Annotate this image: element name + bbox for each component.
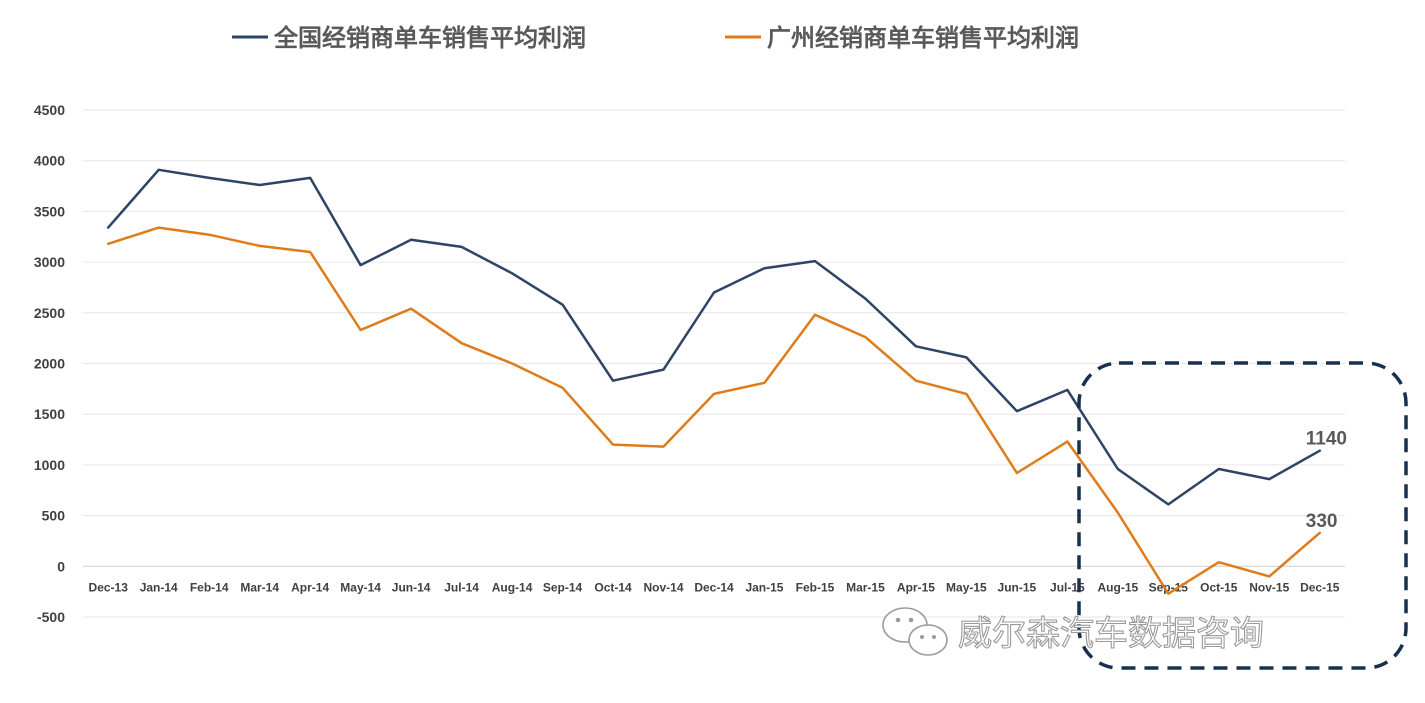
y-tick-label: 1500 bbox=[34, 406, 65, 422]
series-line-national bbox=[106, 168, 1322, 506]
y-tick-label: 2500 bbox=[34, 305, 65, 321]
y-tick-label: 1000 bbox=[34, 457, 65, 473]
x-tick-label: Sep-14 bbox=[543, 580, 583, 594]
y-tick-label: 2000 bbox=[34, 356, 65, 372]
legend-label-national: 全国经销商单车销售平均利润 bbox=[273, 24, 586, 52]
x-tick-label: Mar-15 bbox=[846, 580, 885, 594]
y-axis: 4500 4000 3500 3000 2500 2000 1500 1000 500 0 -500 bbox=[34, 102, 65, 625]
x-tick-label: Dec-13 bbox=[89, 580, 129, 594]
x-tick-label: Jul-14 bbox=[444, 580, 479, 594]
y-tick-label: 3000 bbox=[34, 254, 65, 270]
data-label: 330 bbox=[1306, 511, 1338, 532]
x-tick-label: Dec-15 bbox=[1300, 580, 1340, 594]
y-tick-label: 500 bbox=[42, 508, 66, 524]
data-label: 1140 bbox=[1306, 429, 1347, 450]
x-tick-label: Aug-14 bbox=[492, 580, 533, 594]
x-tick-label: Apr-15 bbox=[897, 580, 935, 594]
watermark: 威尔森汽车数据咨询 bbox=[882, 607, 1265, 656]
x-tick-label: Aug-15 bbox=[1098, 580, 1139, 594]
x-tick-label: Jul-15 bbox=[1050, 580, 1085, 594]
wechat-icon bbox=[882, 607, 948, 656]
x-tick-label: May-15 bbox=[946, 580, 987, 594]
x-axis: Dec-13 Jan-14 Feb-14 Mar-14 Apr-14 May-14 Jun-… bbox=[89, 580, 1340, 594]
x-tick-label: Feb-14 bbox=[190, 580, 229, 594]
x-tick-label: Mar-14 bbox=[240, 580, 279, 594]
x-tick-label: Jun-15 bbox=[998, 580, 1037, 594]
x-tick-label: Jan-14 bbox=[140, 580, 178, 594]
x-tick-label: Sep-15 bbox=[1149, 580, 1189, 594]
x-tick-label: Dec-14 bbox=[694, 580, 734, 594]
series-lines bbox=[106, 168, 1322, 595]
y-tick-label: -500 bbox=[37, 609, 65, 625]
gridlines bbox=[83, 109, 1345, 618]
x-tick-label: Oct-15 bbox=[1200, 580, 1238, 594]
x-tick-label: Oct-14 bbox=[594, 580, 632, 594]
y-tick-label: 0 bbox=[57, 558, 65, 574]
y-tick-label: 4000 bbox=[34, 153, 65, 169]
x-tick-label: Nov-15 bbox=[1249, 580, 1289, 594]
legend-label-guangzhou: 广州经销商单车销售平均利润 bbox=[767, 24, 1079, 52]
x-tick-label: May-14 bbox=[340, 580, 381, 594]
x-tick-label: Apr-14 bbox=[291, 580, 329, 594]
y-tick-label: 4500 bbox=[34, 102, 65, 118]
x-tick-label: Feb-15 bbox=[796, 580, 835, 594]
data-labels: 1140 330 bbox=[1306, 429, 1347, 532]
x-tick-label: Jun-14 bbox=[392, 580, 431, 594]
x-tick-label: Jan-15 bbox=[745, 580, 783, 594]
x-tick-label: Nov-14 bbox=[644, 580, 684, 594]
watermark-text: 威尔森汽车数据咨询 bbox=[958, 614, 1264, 654]
series-line-guangzhou bbox=[106, 226, 1322, 595]
highlight-box bbox=[1077, 361, 1408, 670]
legend: 全国经销商单车销售平均利润 广州经销商单车销售平均利润 bbox=[232, 24, 1079, 52]
y-tick-label: 3500 bbox=[34, 203, 65, 219]
